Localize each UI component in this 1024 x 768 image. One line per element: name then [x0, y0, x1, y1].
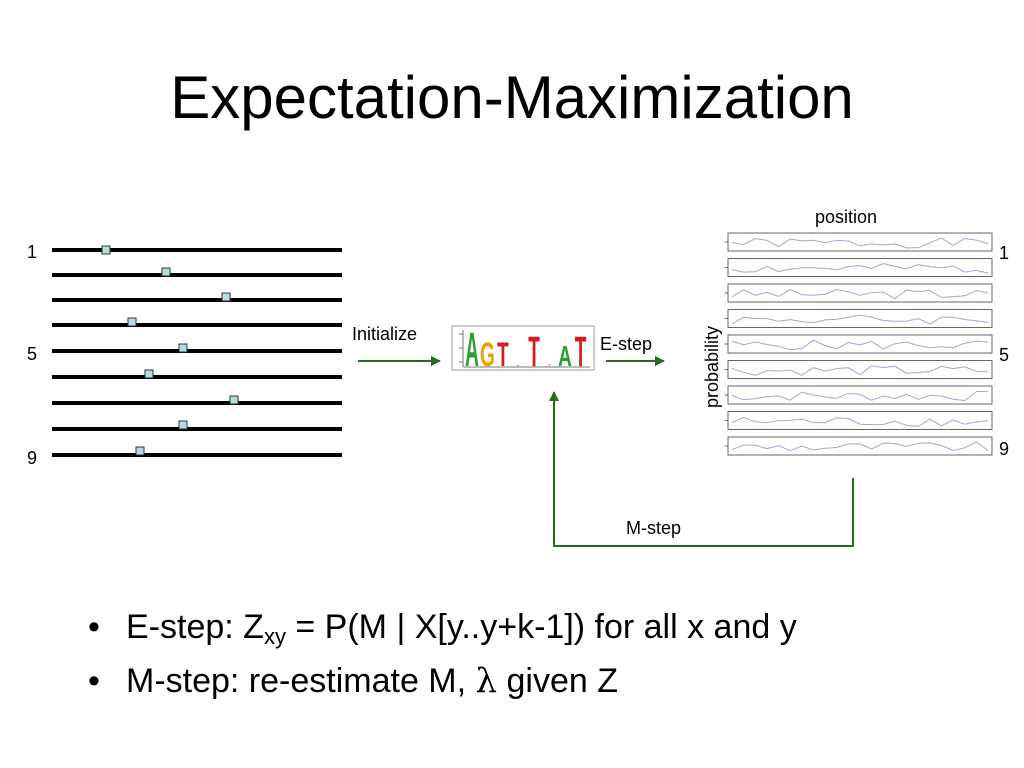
motif-logo: A G T ▪ T ▪ A T: [451, 323, 595, 377]
bullet-mstep-rest: given Z: [497, 662, 619, 700]
motif-marker: [178, 343, 188, 353]
bullet-dot: •: [88, 608, 100, 646]
logo-letter: A: [465, 323, 479, 377]
logo-letter: T: [575, 329, 587, 377]
motif-marker: [101, 245, 111, 255]
logo-letter: T: [528, 329, 540, 377]
slide-title: Expectation-Maximization: [170, 64, 854, 131]
probability-line: [731, 365, 989, 376]
motif-marker: [221, 292, 231, 302]
probability-line: [731, 390, 989, 402]
logo-letters: A G T ▪ T ▪ A T: [465, 323, 586, 377]
sequence-lines: [52, 245, 342, 457]
motif-marker: [127, 317, 137, 327]
sequence-label-5: 5: [27, 344, 37, 364]
logo-letter: G: [480, 335, 495, 373]
probability-line: [731, 441, 989, 452]
estep-label: E-step: [600, 334, 652, 354]
motif-marker: [161, 267, 171, 277]
probability-panel: [727, 334, 993, 354]
panel-label-9: 9: [999, 439, 1009, 459]
sequence-label-1: 1: [27, 242, 37, 262]
panel-label-1: 1: [999, 243, 1009, 263]
bullet-list: • E-step: Zxy = P(M | X[y..y+k-1]) for al…: [88, 600, 797, 708]
motif-marker: [229, 395, 239, 405]
probability-line: [731, 237, 989, 249]
probability-line: [731, 288, 989, 300]
probability-line: [731, 314, 989, 325]
probability-panel: [727, 360, 993, 379]
position-label: position: [815, 207, 877, 227]
lambda-symbol: λ: [475, 661, 498, 701]
probability-line: [731, 262, 989, 274]
bullet-estep-text: E-step: Z: [126, 608, 264, 646]
probability-panel: [727, 232, 993, 252]
motif-marker: [144, 369, 154, 379]
motif-marker: [178, 420, 188, 430]
motif-logo-frame: [451, 325, 595, 371]
motif-marker: [135, 446, 145, 456]
bullet-estep-rest: = P(M | X[y..y+k-1]) for all x and y: [285, 608, 797, 646]
initialize-label: Initialize: [352, 324, 417, 344]
mstep-label: M-step: [626, 518, 681, 538]
panel-label-5: 5: [999, 345, 1009, 365]
logo-letter: T: [497, 335, 509, 373]
probability-line: [731, 416, 989, 427]
probability-panel: [727, 258, 993, 277]
bullet-dot: •: [88, 662, 100, 700]
probability-label: probability: [702, 326, 722, 408]
bullet-estep-subscript: xy: [263, 624, 286, 649]
logo-letter: A: [558, 341, 572, 373]
probability-line: [731, 339, 989, 351]
probability-panel: [727, 385, 993, 405]
probability-panels: [725, 232, 993, 456]
logo-letter: ▪: [517, 364, 520, 366]
mstep-arrow: [549, 391, 854, 547]
bullet-estep: • E-step: Zxy = P(M | X[y..y+k-1]) for al…: [88, 600, 797, 654]
bullet-mstep: • M-step: re-estimate M, λ given Z: [88, 654, 797, 708]
sequence-label-9: 9: [27, 448, 37, 468]
probability-panel: [727, 436, 993, 456]
logo-letter: ▪: [548, 364, 551, 367]
bullet-mstep-text: M-step: re-estimate M,: [126, 662, 476, 700]
